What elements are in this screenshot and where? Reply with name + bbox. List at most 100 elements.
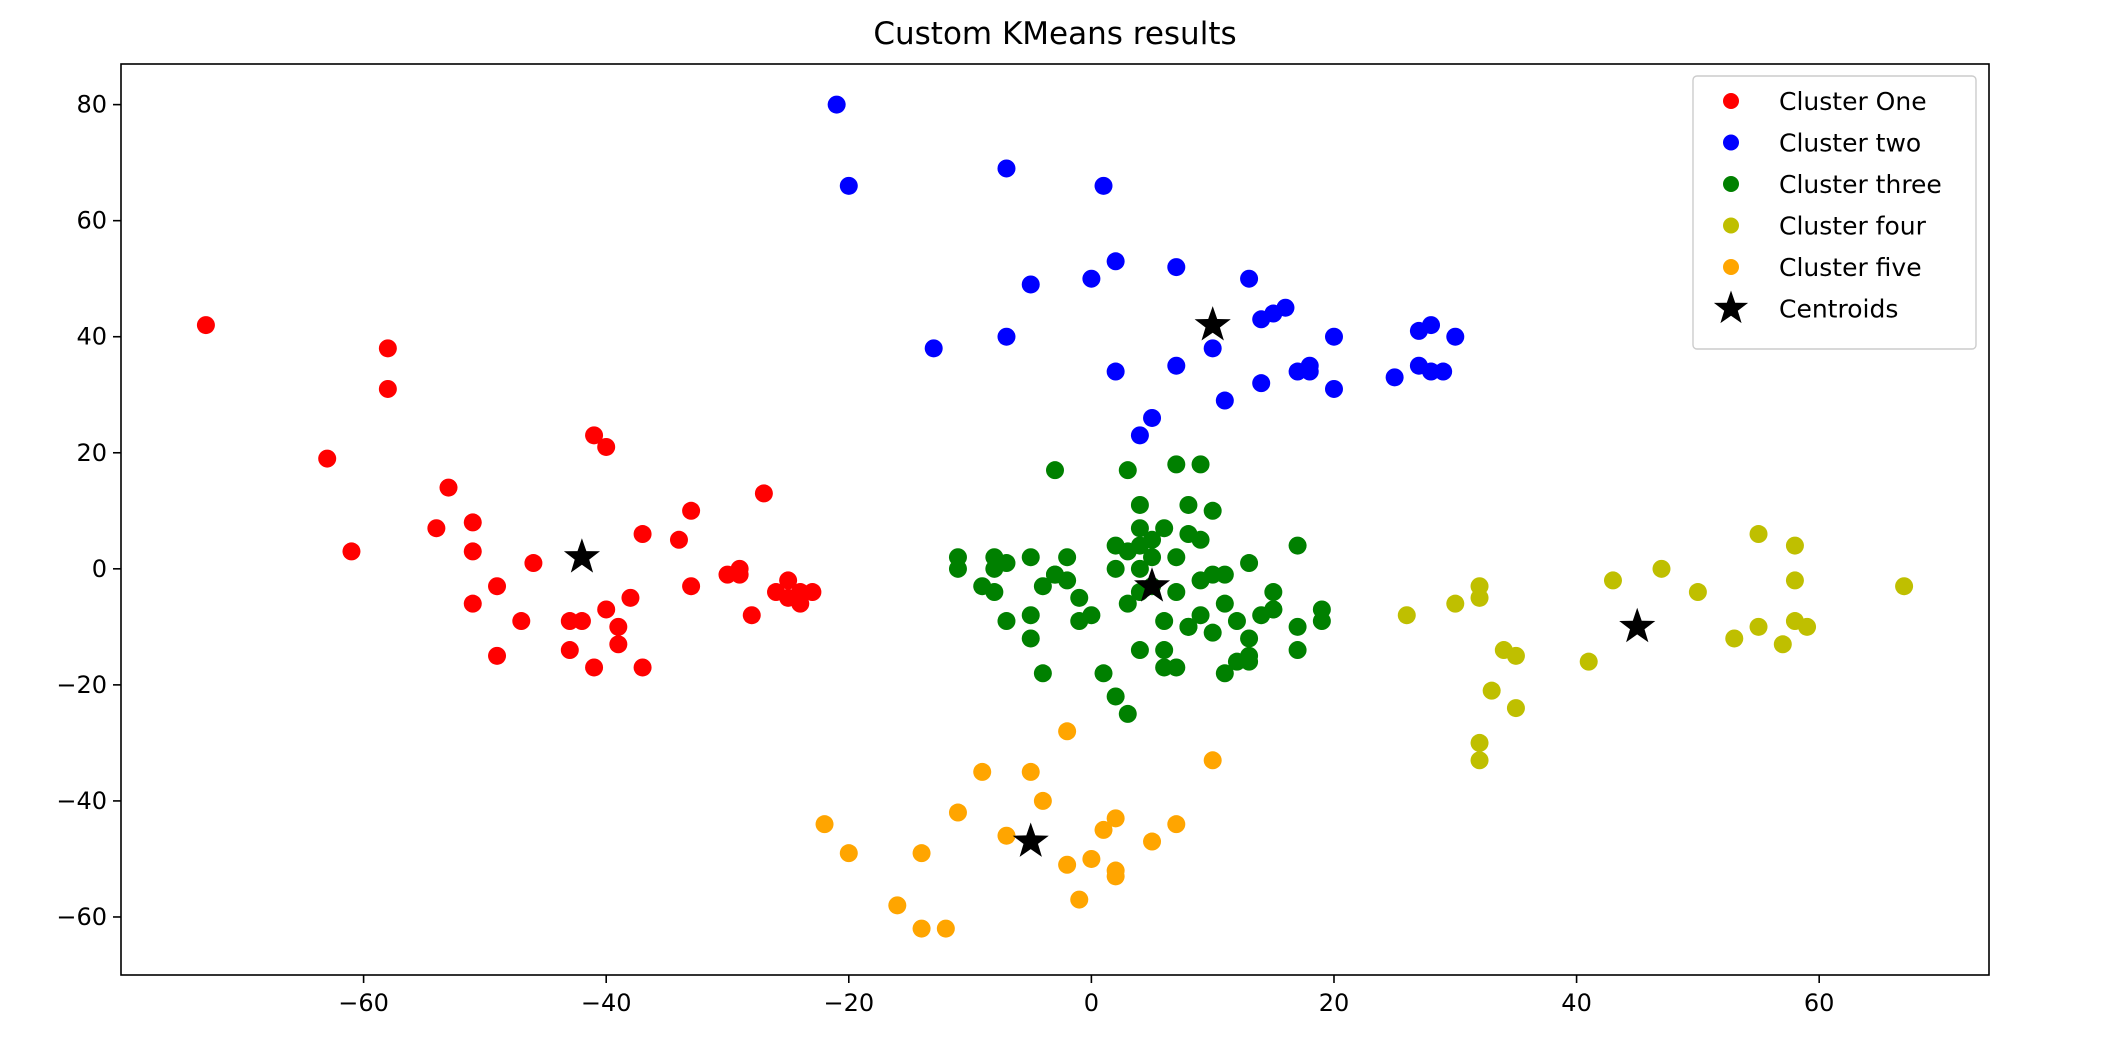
data-point (378, 379, 397, 398)
y-tick-label: 0 (92, 555, 107, 583)
data-point (1482, 681, 1501, 700)
data-point (427, 519, 446, 538)
data-point (633, 525, 652, 544)
y-tick-label: 60 (76, 207, 107, 235)
data-point (1264, 600, 1283, 619)
data-point (463, 594, 482, 613)
data-point (1215, 664, 1234, 683)
data-point (948, 803, 967, 822)
legend-item: Cluster One (1723, 87, 1927, 116)
x-tick-label: −40 (581, 989, 632, 1017)
data-point (378, 339, 397, 358)
data-point (997, 826, 1016, 845)
data-point (1785, 536, 1804, 555)
data-point (621, 588, 640, 607)
data-point (1167, 356, 1186, 375)
legend-marker (1723, 176, 1739, 192)
data-point (1652, 559, 1671, 578)
legend-star-icon (1713, 290, 1749, 324)
data-point (803, 583, 822, 602)
series-cluster-four (1397, 525, 1914, 770)
data-point (1397, 606, 1416, 625)
plot-frame (120, 63, 1990, 976)
data-point (1070, 890, 1089, 909)
data-point (1106, 687, 1125, 706)
data-point (1118, 704, 1137, 723)
data-point (1240, 652, 1259, 671)
x-tick-label: 60 (1804, 989, 1835, 1017)
centroid-marker (1194, 306, 1231, 341)
data-point (1143, 548, 1162, 567)
data-point (742, 606, 761, 625)
series-cluster-three (948, 455, 1331, 723)
data-point (196, 316, 215, 335)
y-tick-label: −60 (56, 903, 107, 931)
series-cluster-two (827, 95, 1465, 445)
data-point (1470, 751, 1489, 770)
data-point (1749, 525, 1768, 544)
data-point (1094, 664, 1113, 683)
data-point (1312, 612, 1331, 631)
data-point (1130, 426, 1149, 445)
data-point (1227, 612, 1246, 631)
data-point (997, 612, 1016, 631)
data-point (1167, 658, 1186, 677)
data-point (1082, 269, 1101, 288)
data-point (1118, 594, 1137, 613)
data-point (1276, 298, 1295, 317)
data-point (318, 449, 337, 468)
legend-marker (1723, 217, 1739, 234)
legend-label: Cluster three (1779, 170, 1942, 199)
data-point (1288, 641, 1307, 660)
data-point (1033, 664, 1052, 683)
data-point (1785, 571, 1804, 590)
x-tick-label: 40 (1561, 989, 1592, 1017)
data-point (827, 95, 846, 114)
data-point (1094, 176, 1113, 195)
data-point (1446, 327, 1465, 346)
data-point (1773, 635, 1792, 654)
data-point (439, 478, 458, 497)
data-point (1446, 594, 1465, 613)
data-point (1167, 583, 1186, 602)
data-point (524, 554, 543, 573)
data-point (1191, 455, 1210, 474)
data-point (839, 176, 858, 195)
data-point (1167, 815, 1186, 834)
data-point (1895, 577, 1914, 596)
data-point (1264, 583, 1283, 602)
data-point (1324, 327, 1343, 346)
data-point (1130, 559, 1149, 578)
y-tick-label: 80 (76, 91, 107, 119)
data-point (1155, 519, 1174, 538)
centroid-marker (1134, 567, 1171, 602)
data-point (1021, 762, 1040, 781)
data-point (1179, 495, 1198, 514)
data-point (754, 484, 773, 503)
data-point (669, 530, 688, 549)
data-point (912, 844, 931, 863)
data-point (1033, 577, 1052, 596)
data-point (1143, 832, 1162, 851)
legend-item: Cluster five (1723, 253, 1922, 282)
data-point (585, 426, 604, 445)
data-point (1470, 588, 1489, 607)
data-point (1046, 461, 1064, 480)
x-tick-label: −60 (338, 989, 389, 1017)
data-point (936, 919, 955, 938)
data-point (1385, 368, 1404, 387)
data-point (1058, 855, 1077, 874)
data-point (1106, 867, 1125, 886)
data-point (342, 542, 361, 561)
data-point (1058, 548, 1077, 567)
data-point (1725, 629, 1744, 648)
data-point (1179, 617, 1198, 636)
data-point (1155, 641, 1174, 660)
y-tick-label: −20 (56, 671, 107, 699)
data-point (1252, 374, 1271, 393)
data-point (1106, 559, 1125, 578)
data-point (597, 437, 616, 456)
data-point (1215, 391, 1234, 410)
legend-item: Centroids (1713, 290, 1898, 324)
